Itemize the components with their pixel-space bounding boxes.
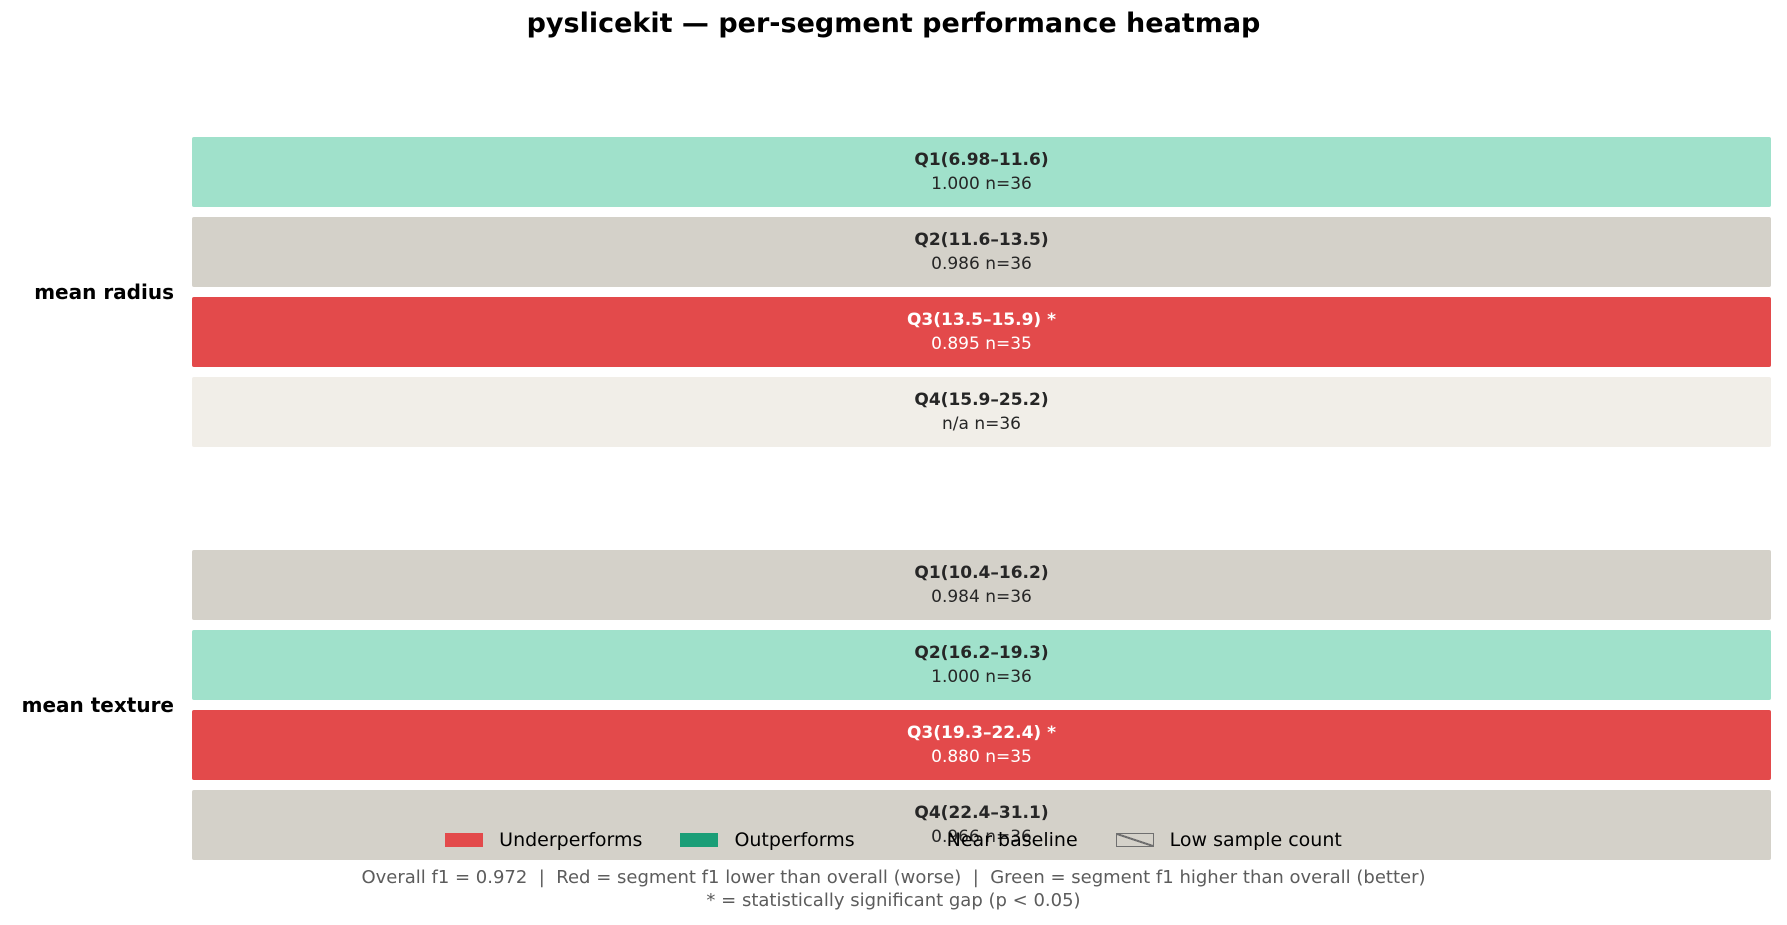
chart-title: pyslicekit — per-segment performance hea… xyxy=(526,8,1261,39)
segment-label: Q4(15.9–25.2) xyxy=(914,390,1048,410)
segment-cell xyxy=(192,630,1771,700)
segment-cell xyxy=(192,790,1771,860)
legend-item-low-sample: Low sample count xyxy=(1115,829,1342,851)
segment-cell xyxy=(192,137,1771,207)
legend-swatch-outperforms xyxy=(680,833,719,847)
segment-label: Q3(19.3–22.4) * xyxy=(907,723,1056,743)
segment-cell xyxy=(192,217,1771,287)
legend-label-underperforms: Underperforms xyxy=(499,829,643,851)
legend-label-near-baseline: Near baseline xyxy=(946,829,1078,851)
segment-label: Q2(16.2–19.3) xyxy=(914,643,1048,663)
group-label: mean texture xyxy=(22,693,174,717)
segment-value: 0.895 n=35 xyxy=(931,334,1032,354)
segment-label: Q1(10.4–16.2) xyxy=(914,563,1048,583)
segment-value: 1.000 n=36 xyxy=(931,174,1032,194)
segment-value: 0.880 n=35 xyxy=(931,747,1032,767)
segment-cell xyxy=(192,377,1771,447)
legend-swatch-underperforms xyxy=(445,833,484,847)
legend-item-outperforms: Outperforms xyxy=(680,829,855,851)
legend-item-underperforms: Underperforms xyxy=(445,829,642,851)
legend-item-near-baseline: Near baseline xyxy=(892,829,1078,851)
segment-value: 0.986 n=36 xyxy=(931,254,1032,274)
segment-cell xyxy=(192,710,1771,780)
segment-value: 0.984 n=36 xyxy=(931,587,1032,607)
segment-value: 0.966 n=36 xyxy=(931,827,1032,847)
legend-swatch-low-sample xyxy=(1115,833,1154,847)
segment-cell xyxy=(192,550,1771,620)
footnote-line-1: Overall f1 = 0.972 | Red = segment f1 lo… xyxy=(361,867,1426,888)
footnote-line-2: * = statistically significant gap (p < 0… xyxy=(706,890,1081,911)
legend-label-outperforms: Outperforms xyxy=(734,829,855,851)
legend-label-low-sample: Low sample count xyxy=(1169,829,1342,851)
segment-value: 1.000 n=36 xyxy=(931,667,1032,687)
segment-label: Q2(11.6–13.5) xyxy=(914,230,1048,250)
segment-label: Q1(6.98–11.6) xyxy=(914,150,1048,170)
segment-cell xyxy=(192,297,1771,367)
legend-swatch-near-baseline xyxy=(892,833,931,847)
segment-label: Q4(22.4–31.1) xyxy=(914,803,1048,823)
segment-label: Q3(13.5–15.9) * xyxy=(907,310,1056,330)
group-label: mean radius xyxy=(34,280,174,304)
segment-value: n/a n=36 xyxy=(942,414,1021,434)
legend: Underperforms Outperforms Near baseline … xyxy=(0,829,1787,851)
